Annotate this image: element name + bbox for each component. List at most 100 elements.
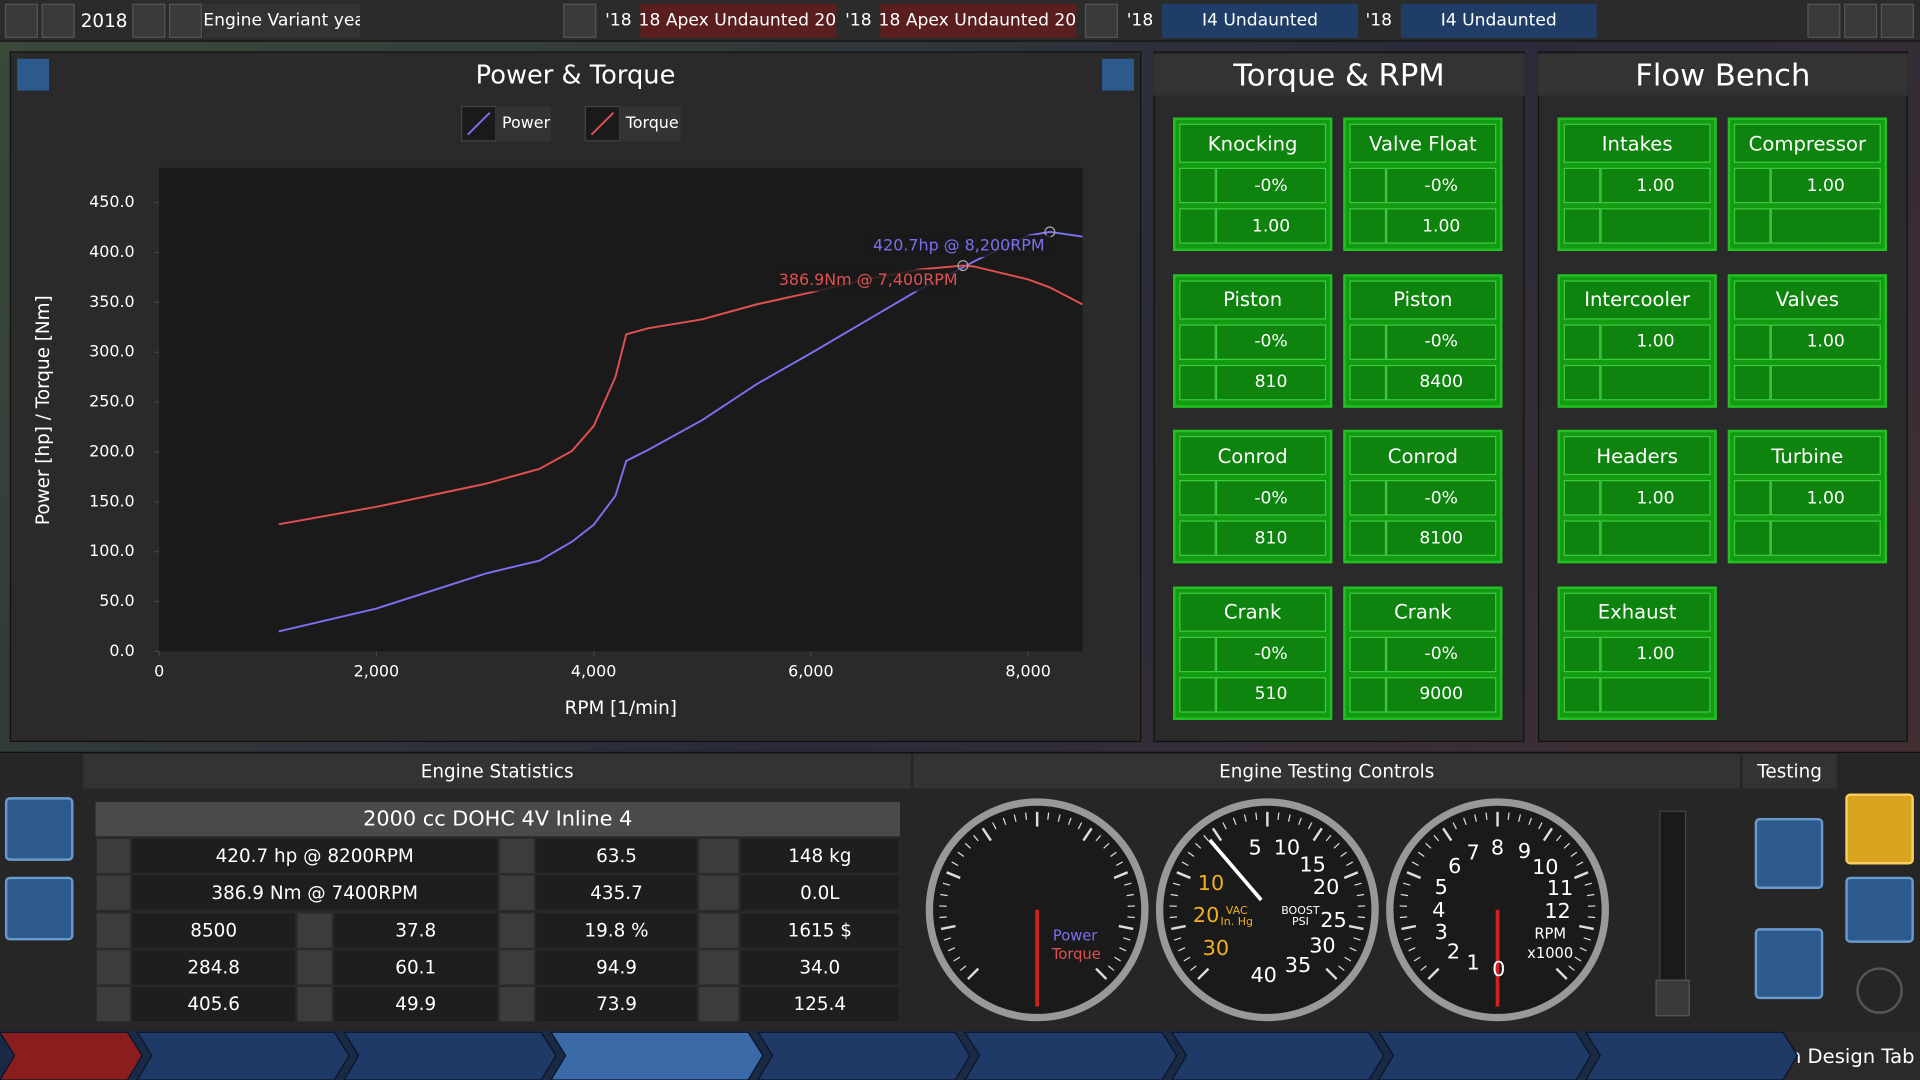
stat-icon [498, 985, 536, 1023]
value-cell: 1.00 [1770, 323, 1881, 360]
card-title: Knocking [1179, 123, 1327, 163]
card-title: Intakes [1563, 123, 1711, 163]
slot-year: '18 [605, 11, 632, 31]
year: 2018 [80, 9, 128, 32]
stat-value: 405.6 [131, 985, 297, 1023]
card-title: Piston [1179, 279, 1327, 319]
warning-button[interactable] [1845, 793, 1914, 865]
value-cell: 1.00 [1600, 323, 1711, 360]
next-button[interactable] [1845, 876, 1914, 943]
card-title: Turbine [1733, 435, 1881, 476]
stat-icon [697, 911, 740, 949]
icon-cell [1179, 676, 1216, 713]
slot-name[interactable]: I4 Undaunted [1400, 3, 1597, 38]
slot-name[interactable]: '18 Apex Undaunted 20( [880, 3, 1077, 38]
value-cell: -0% [1386, 636, 1497, 672]
icon-cell [1349, 167, 1387, 204]
icon-cell [1179, 167, 1216, 204]
panel-title: Torque & RPM [1153, 53, 1525, 96]
test-button[interactable] [1754, 817, 1824, 889]
stat-icon [296, 911, 334, 949]
toolbar-button[interactable] [4, 3, 38, 38]
icon-cell [1733, 167, 1771, 204]
icon-cell [1349, 676, 1387, 713]
icon-cell [1563, 167, 1601, 204]
slot-name[interactable]: '18 Apex Undaunted 20( [640, 3, 837, 38]
slot-year: '18 [845, 11, 872, 31]
value-cell [1600, 676, 1711, 713]
icon-cell [1563, 676, 1601, 713]
value-cell: 510 [1215, 676, 1327, 713]
power-panel [9, 51, 1142, 743]
toolbar-button[interactable] [132, 3, 166, 38]
toolbar-button[interactable] [1880, 3, 1914, 38]
stat-value: 0.0L [739, 874, 900, 912]
toolbar-button[interactable] [41, 3, 75, 38]
card-title: Crank [1179, 592, 1327, 632]
nav-button[interactable] [17, 58, 49, 91]
toolbar-button[interactable] [1084, 3, 1118, 38]
slider-handle[interactable] [1655, 979, 1690, 1017]
toolbar-button[interactable] [1807, 3, 1841, 38]
icon-cell [1179, 636, 1216, 672]
slot-year: '18 [1365, 11, 1393, 31]
toolbar-button[interactable] [168, 3, 203, 38]
card-title: Valves [1733, 279, 1881, 319]
icon-cell [1563, 208, 1601, 244]
stat-value: 34.0 [739, 948, 900, 986]
help-button[interactable] [1856, 967, 1903, 1014]
bottom-nav [0, 1031, 1920, 1080]
icon-cell [1563, 636, 1601, 672]
icon-cell [1179, 323, 1216, 360]
section-title: Engine Statistics [83, 754, 912, 789]
icon-cell [1733, 323, 1771, 360]
value-cell: -0% [1386, 480, 1497, 516]
chart-title: Power & Torque [475, 60, 676, 90]
stat-value: 435.7 [535, 874, 698, 912]
slot-name[interactable]: I4 Undaunted [1162, 3, 1358, 38]
card-title: Piston [1349, 279, 1497, 319]
nav-button[interactable] [1102, 58, 1134, 91]
back-button[interactable] [4, 876, 74, 941]
stat-icon [296, 948, 334, 986]
icon-cell [1349, 208, 1387, 244]
stat-value: 148 kg [739, 837, 900, 875]
stat-value: 37.8 [333, 911, 499, 949]
toolbar-button[interactable] [1844, 3, 1878, 38]
icon-cell [1179, 520, 1216, 556]
value-cell: -0% [1215, 480, 1327, 516]
value-cell: -0% [1215, 167, 1327, 204]
value-cell: 8400 [1386, 364, 1497, 400]
value-cell [1600, 208, 1711, 244]
value-cell [1770, 208, 1881, 244]
stat-icon [697, 837, 740, 875]
icon-cell [1349, 364, 1387, 400]
value-cell: 1.00 [1600, 167, 1711, 204]
stat-icon [498, 874, 536, 912]
stat-icon [697, 948, 740, 986]
engine-name: 2000 cc DOHC 4V Inline 4 [95, 802, 901, 837]
variant-label: Engine Variant year [203, 3, 360, 38]
stat-icon [498, 911, 536, 949]
section-title: Engine Testing Controls [913, 754, 1740, 789]
icon-cell [1733, 208, 1771, 244]
toolbar-button[interactable] [563, 3, 597, 38]
value-cell: -0% [1215, 323, 1327, 360]
icon-cell [1349, 323, 1387, 360]
stat-value: 60.1 [333, 948, 499, 986]
value-cell: 1.00 [1600, 636, 1711, 672]
icon-cell [1733, 364, 1771, 400]
value-cell: 810 [1215, 520, 1327, 556]
dyno-button[interactable] [1754, 928, 1824, 1000]
graph-button[interactable] [4, 797, 74, 861]
icon-cell [1563, 364, 1601, 400]
value-cell: 9000 [1386, 676, 1497, 713]
icon-cell [1563, 520, 1601, 556]
icon-cell [1563, 323, 1601, 360]
section-title: Testing [1742, 754, 1837, 789]
stat-icon [498, 948, 536, 986]
value-cell: 1.00 [1600, 480, 1711, 516]
value-cell: 1.00 [1770, 167, 1881, 204]
stat-icon [697, 874, 740, 912]
